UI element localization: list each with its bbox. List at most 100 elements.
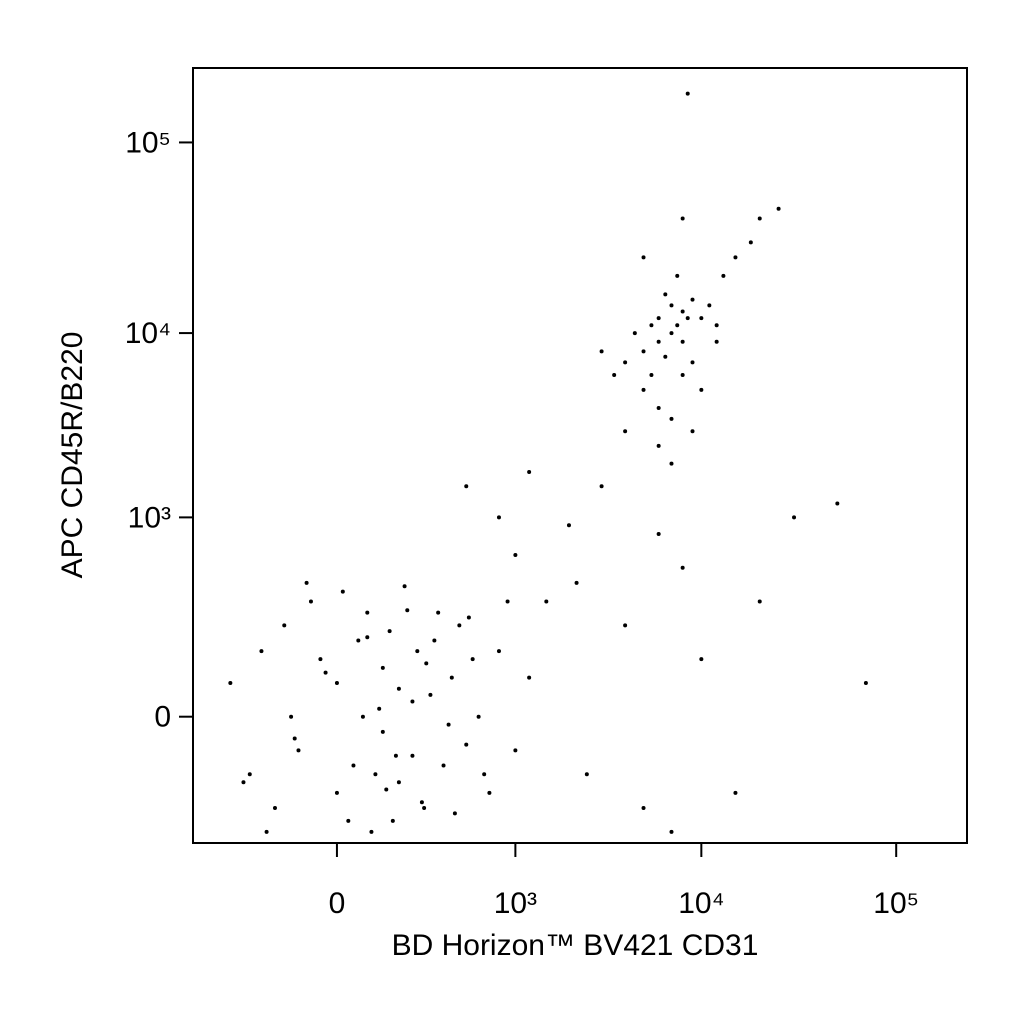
data-point (415, 649, 420, 654)
data-point (699, 387, 704, 392)
data-point (346, 818, 351, 823)
data-point (387, 629, 392, 634)
data-point (599, 484, 604, 489)
data-point (470, 657, 475, 662)
data-point (566, 523, 571, 528)
data-point (304, 580, 309, 585)
data-point (721, 273, 726, 278)
data-point (513, 748, 518, 753)
data-point (656, 406, 661, 411)
y-tick-label: 10⁴ (125, 317, 171, 350)
data-point (308, 599, 313, 604)
data-point (656, 316, 661, 321)
data-point (680, 339, 685, 344)
data-point (690, 429, 695, 434)
data-point (422, 806, 427, 811)
data-point (292, 736, 297, 741)
data-point (675, 323, 680, 328)
data-point (424, 661, 429, 666)
data-point (699, 657, 704, 662)
data-point (757, 599, 762, 604)
data-point (748, 240, 753, 245)
data-point (656, 443, 661, 448)
data-point (663, 292, 668, 297)
data-point (449, 675, 454, 680)
data-point (323, 670, 328, 675)
data-point (360, 714, 365, 719)
data-point (396, 686, 401, 691)
data-point (452, 811, 457, 816)
data-point (680, 372, 685, 377)
data-point (419, 800, 424, 805)
data-point (405, 608, 410, 613)
data-point (641, 387, 646, 392)
data-point (446, 722, 451, 727)
data-point (390, 818, 395, 823)
data-point (373, 772, 378, 777)
data-point (656, 339, 661, 344)
data-point (318, 657, 323, 662)
data-point (757, 216, 762, 221)
data-point (685, 91, 690, 96)
data-point (527, 469, 532, 474)
data-point (623, 429, 628, 434)
data-point (436, 610, 441, 615)
data-point (733, 255, 738, 260)
data-point (835, 501, 840, 506)
data-point (707, 303, 712, 308)
y-tick-label: 10³ (128, 501, 171, 534)
data-point (632, 331, 637, 336)
data-point (334, 680, 339, 685)
data-point (380, 665, 385, 670)
data-point (669, 416, 674, 421)
y-tick-label: 10⁵ (125, 126, 171, 159)
y-tick-label: 0 (154, 701, 171, 734)
data-point (641, 349, 646, 354)
x-axis-label: BD Horizon™ BV421 CD31 (392, 929, 759, 962)
data-point (680, 309, 685, 314)
data-point (241, 780, 246, 785)
data-point (863, 680, 868, 685)
data-point (574, 580, 579, 585)
data-point (393, 753, 398, 758)
data-point (365, 610, 370, 615)
data-point (792, 515, 797, 520)
data-point (612, 372, 617, 377)
data-point (380, 729, 385, 734)
data-point (690, 360, 695, 365)
data-point (441, 763, 446, 768)
data-point (410, 753, 415, 758)
data-point (289, 714, 294, 719)
data-point (377, 706, 382, 711)
data-point (685, 316, 690, 321)
data-point (699, 316, 704, 321)
data-point (513, 552, 518, 557)
data-point (384, 787, 389, 792)
data-point (272, 806, 277, 811)
data-point (669, 829, 674, 834)
data-point (356, 638, 361, 643)
y-axis-label: APC CD45R/B220 (56, 332, 89, 579)
data-point (264, 829, 269, 834)
data-point (641, 806, 646, 811)
data-point (476, 714, 481, 719)
data-point (663, 354, 668, 359)
data-point (487, 790, 492, 795)
x-tick-label: 10⁴ (678, 887, 724, 920)
data-point (680, 565, 685, 570)
data-point (623, 623, 628, 628)
x-tick-label: 0 (329, 887, 346, 920)
data-point (340, 589, 345, 594)
data-point (482, 772, 487, 777)
data-point (496, 649, 501, 654)
data-point (296, 748, 301, 753)
data-point (669, 461, 674, 466)
data-point (402, 584, 407, 589)
data-point (733, 790, 738, 795)
data-point (584, 772, 589, 777)
data-point (466, 615, 471, 620)
data-point (714, 323, 719, 328)
data-point (351, 763, 356, 768)
data-point (228, 680, 233, 685)
